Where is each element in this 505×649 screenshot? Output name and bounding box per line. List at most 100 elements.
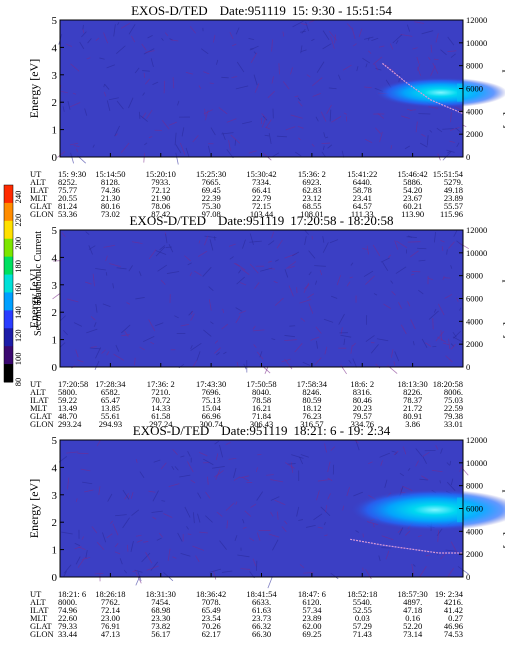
noise-stroke [450, 112, 452, 123]
param-cell: 76.91 [101, 621, 120, 631]
noise-stroke [128, 97, 134, 109]
param-row-label: ALT [30, 387, 47, 397]
color-scale-segment [4, 328, 13, 347]
param-cell: 6582. [101, 387, 120, 397]
param-cell: 79.33 [58, 621, 77, 631]
noise-stroke [311, 38, 315, 42]
noise-stroke [438, 303, 445, 316]
noise-stroke [190, 345, 193, 349]
spectrogram-background [60, 230, 463, 367]
noise-stroke [445, 355, 453, 363]
noise-stroke [324, 534, 328, 537]
param-cell: 15.04 [202, 403, 222, 413]
noise-stroke [168, 243, 174, 253]
noise-stroke [233, 262, 240, 267]
param-cell: 5886. [403, 177, 422, 187]
noise-stroke [237, 554, 250, 558]
noise-stroke [75, 498, 78, 503]
noise-stroke [425, 554, 430, 557]
noise-stroke [393, 361, 396, 366]
noise-stroke [455, 106, 463, 111]
noise-stroke [342, 505, 345, 511]
noise-stroke [152, 490, 159, 502]
param-cell: 56.17 [151, 629, 170, 639]
param-cell: 8246. [302, 387, 321, 397]
noise-stroke [244, 510, 252, 517]
color-scale-tick-label: 160 [13, 283, 23, 296]
y-tick-label: 0 [52, 362, 58, 374]
noise-stroke [84, 489, 94, 493]
color-scale-segment [4, 346, 13, 365]
noise-stroke [317, 479, 330, 482]
noise-stroke [441, 246, 444, 251]
noise-stroke [242, 239, 246, 249]
noise-stroke [116, 45, 126, 55]
noise-stroke [284, 520, 288, 525]
param-cell: 300.74 [199, 419, 223, 429]
noise-stroke [410, 273, 415, 276]
noise-stroke [379, 45, 385, 48]
noise-stroke [96, 541, 105, 551]
param-cell: 18:36:42 [196, 589, 226, 599]
noise-stroke [402, 446, 407, 455]
orbit-parameter-table: UT 18:21: 6 18:26:18 18:31:30 18:36:42 18:41:… [30, 589, 464, 639]
param-cell: 18:13:30 [398, 379, 428, 389]
noise-stroke [95, 37, 100, 42]
noise-stroke [285, 126, 296, 131]
param-cell: 81.24 [58, 201, 78, 211]
param-cell: 5800. [58, 387, 77, 397]
noise-stroke [65, 43, 73, 47]
noise-stroke [442, 128, 454, 130]
noise-stroke [126, 302, 131, 305]
param-cell: 18.12 [302, 403, 321, 413]
noise-stroke [254, 83, 260, 93]
noise-stroke [336, 275, 341, 286]
param-cell: 62.83 [302, 185, 321, 195]
noise-stroke [225, 502, 235, 511]
noise-stroke [77, 559, 84, 568]
param-row-label: UT [30, 589, 42, 599]
spectrogram-noise-texture [57, 20, 467, 165]
noise-stroke [267, 576, 273, 589]
noise-stroke [362, 567, 364, 571]
noise-stroke [399, 472, 405, 477]
noise-stroke [262, 115, 268, 121]
color-scale-segment [4, 220, 13, 240]
noise-stroke [216, 511, 223, 517]
noise-stroke [414, 21, 425, 24]
noise-stroke [404, 530, 411, 536]
param-cell: 78.37 [403, 395, 422, 405]
noise-stroke [368, 50, 372, 54]
noise-stroke [209, 239, 214, 251]
noise-stroke [74, 542, 81, 547]
noise-stroke [298, 137, 301, 141]
noise-stroke [421, 475, 429, 481]
noise-stroke [179, 142, 186, 155]
param-cell: 17:36: 2 [147, 379, 175, 389]
noise-stroke [330, 446, 336, 451]
y2-tick-label: 0 [466, 572, 470, 582]
y2-tick-label: 8000 [466, 61, 483, 71]
noise-stroke [115, 133, 118, 137]
noise-stroke [329, 239, 339, 244]
param-cell: 18:20:58 [433, 379, 463, 389]
y2-tick-label: 10000 [466, 248, 487, 258]
noise-stroke [448, 241, 455, 249]
param-cell: 47.18 [403, 605, 422, 615]
noise-stroke [378, 555, 381, 562]
noise-stroke [202, 266, 212, 277]
y2-axis-label: Temperature [K] [502, 468, 505, 548]
param-row-label: GLAT [30, 621, 53, 631]
param-row-label: MLT [30, 403, 48, 413]
noise-stroke [256, 491, 264, 501]
noise-stroke [286, 261, 297, 270]
param-cell: 66.41 [252, 185, 271, 195]
y-tick-label: 4 [52, 462, 58, 474]
noise-stroke [199, 451, 208, 457]
noise-stroke [374, 63, 379, 71]
noise-stroke [346, 23, 353, 30]
noise-stroke [412, 341, 415, 346]
noise-stroke [116, 100, 124, 110]
noise-stroke [390, 280, 394, 284]
y2-tick-label: 12000 [466, 435, 487, 445]
